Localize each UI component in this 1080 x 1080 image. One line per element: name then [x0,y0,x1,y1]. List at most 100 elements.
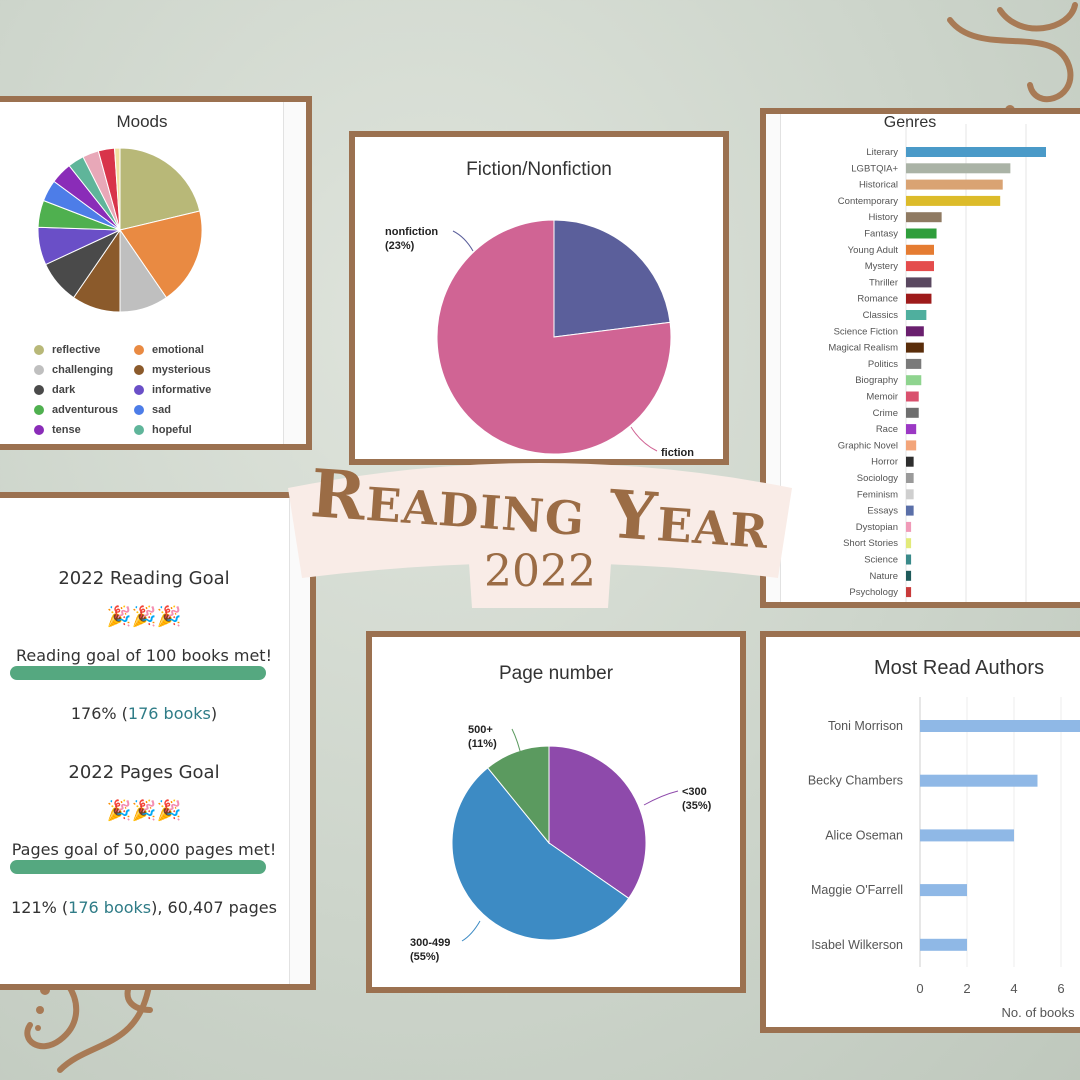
genre-bar [906,587,912,598]
genres-bar-chart: Literary LGBTQIA+ Historical Contemporary Hi… [828,124,1046,608]
label-lt300-pct: (35%) [682,800,712,812]
genre-bar [906,489,914,500]
moods-legend-item: mysterious [134,364,211,376]
goals-scrollbar[interactable] [289,498,310,984]
genre-bar [906,163,1011,174]
author-bar [920,884,967,897]
genre-label: Contemporary [838,196,898,207]
genre-bar [906,375,922,386]
author-bar [920,720,1080,732]
pages-slice--300 [548,745,647,899]
fiction-title: Fiction/Nonfiction [466,159,612,180]
genre-bar [906,538,912,549]
fiction-slice-fiction [436,219,672,455]
genre-bar [906,342,924,353]
moods-legend-item: adventurous [34,404,118,416]
genre-label: Science Fiction [834,326,898,337]
leader-300-499 [461,920,481,942]
moods-pie [37,147,203,313]
label-500-pct: (11%) [468,738,497,750]
genre-bar [906,310,927,320]
moods-slice-emotional [119,210,203,299]
pages-goal-books-link[interactable]: 176 books [68,898,152,917]
legend-dot-icon [34,385,44,395]
genre-label: Graphic Novel [838,440,898,451]
pages-goal-rest: ), 60,407 pages [151,898,277,917]
label-500: 500+ [468,724,493,736]
genres-scrollbar-left[interactable] [766,114,781,602]
genre-bar [906,521,912,532]
moods-slice-reflective [119,147,201,231]
pages-slice-300-499 [451,767,630,941]
label-nonfiction-pct: (23%) [385,240,415,252]
pages-goal-summary: 121% (176 books), 60,407 pages [0,898,310,917]
legend-dot-icon [34,405,44,415]
author-label: Alice Oseman [825,828,903,842]
label-300-499: 300-499 [410,937,450,949]
legend-label: dark [52,384,76,396]
reading-goal-books-link[interactable]: 176 books [127,704,211,723]
moods-slice-other3 [113,147,121,231]
pages-card: Page number <300 (35%) 300-499 (55%) 500+ (11… [366,631,746,993]
genre-bar [906,570,912,581]
genre-label: Race [876,424,898,435]
authors-bar-chart: 0 2 4 6 Toni Morrison Becky Chambers Alice Ose… [808,697,1080,1020]
leader-fiction [630,426,658,452]
genre-bar [906,261,934,272]
author-bar [920,829,1014,842]
genre-label: Classics [863,310,899,321]
genre-label: Science [864,555,898,566]
genre-bar [906,424,917,435]
genre-label: Dystopian [856,522,898,533]
authors-title: Most Read Authors [874,657,1045,679]
genre-label: LGBTQIA+ [851,163,898,174]
genre-bar [906,228,937,239]
genre-bar [906,277,932,288]
moods-legend-item: challenging [34,364,113,376]
genre-bar [906,195,1001,206]
genre-bar [906,456,914,467]
moods-legend-item: informative [134,384,211,396]
moods-title: Moods [116,112,168,131]
fiction-pie: nonfiction (23%) fiction [385,219,694,459]
genre-bar [906,179,1003,190]
reading-goal-title: 2022 Reading Goal [58,568,230,589]
fiction-slice-nonfiction [553,219,671,338]
reading-goal-percent: 176% ( [70,704,128,723]
genre-label: Horror [871,457,898,468]
title-banner: Reading Year 2022 [278,448,802,610]
author-label: Toni Morrison [828,719,903,733]
label-lt300: <300 [682,786,707,798]
genre-bar [906,391,919,402]
genre-label: Feminism [857,489,898,500]
genre-label: Memoir [866,392,898,403]
genre-label: Psychology [849,587,898,598]
pages-pie: <300 (35%) 300-499 (55%) 500+ (11%) [410,724,712,963]
moods-legend-item: emotional [134,344,204,356]
author-label: Isabel Wilkerson [811,938,903,952]
pages-chart-title: Page number [498,663,614,684]
reading-goal-summary: 176% (176 books) [0,704,310,723]
genre-bar [906,440,917,451]
genre-bar [906,603,911,608]
author-label: Maggie O'Farrell [811,883,903,897]
legend-label: reflective [52,344,101,356]
legend-dot-icon [134,345,144,355]
moods-legend-item: dark [34,384,75,396]
genre-label: Fantasy [864,229,898,240]
leader-lt300 [643,790,679,806]
genres-title: Genres [883,114,937,131]
authors-tick-label: 2 [963,981,970,996]
fiction-card: Fiction/Nonfiction nonfiction (23%) fictio… [349,131,729,465]
authors-tick-label: 0 [916,981,923,996]
label-300-499-pct: (55%) [410,951,440,963]
legend-label: tense [52,424,81,436]
genre-bar [906,326,924,337]
reading-goal-progress-bar [10,666,266,680]
moods-scrollbar[interactable] [283,102,306,444]
legend-label: adventurous [52,404,119,416]
genre-label: Short Stories [843,538,898,549]
moods-legend-item: reflective [34,344,100,356]
authors-tick-label: 4 [1010,981,1017,996]
legend-dot-icon [34,345,44,355]
